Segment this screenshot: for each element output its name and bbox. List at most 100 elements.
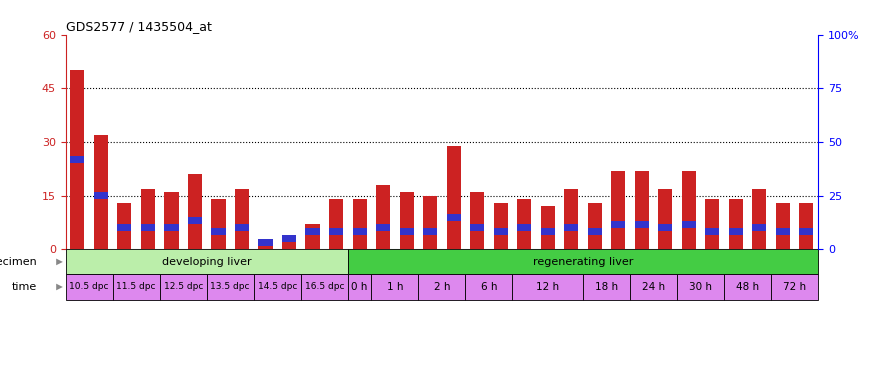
Bar bbox=[70, 70, 84, 249]
Text: 1 h: 1 h bbox=[387, 282, 403, 292]
Bar bbox=[583, 275, 630, 300]
Bar bbox=[634, 221, 649, 228]
Bar bbox=[800, 228, 814, 235]
Bar bbox=[212, 199, 226, 249]
Text: 30 h: 30 h bbox=[689, 282, 712, 292]
Text: 72 h: 72 h bbox=[783, 282, 806, 292]
Text: GDS2577 / 1435504_at: GDS2577 / 1435504_at bbox=[66, 20, 212, 33]
Bar bbox=[206, 275, 254, 300]
Bar bbox=[418, 275, 466, 300]
Text: 12 h: 12 h bbox=[536, 282, 559, 292]
Bar bbox=[353, 228, 367, 235]
Bar bbox=[376, 185, 390, 249]
Bar bbox=[729, 199, 743, 249]
Bar bbox=[611, 170, 626, 249]
Bar bbox=[541, 228, 555, 235]
Bar bbox=[541, 207, 555, 249]
Bar bbox=[564, 224, 578, 232]
Text: 13.5 dpc: 13.5 dpc bbox=[211, 283, 250, 291]
Bar bbox=[634, 170, 649, 249]
Bar bbox=[470, 192, 484, 249]
Bar bbox=[234, 224, 249, 232]
Bar bbox=[630, 275, 677, 300]
Bar bbox=[424, 228, 438, 235]
Bar bbox=[776, 203, 790, 249]
Text: 12.5 dpc: 12.5 dpc bbox=[164, 283, 203, 291]
Bar bbox=[776, 228, 790, 235]
Bar bbox=[771, 275, 818, 300]
Bar bbox=[658, 189, 672, 249]
Bar bbox=[752, 224, 766, 232]
Bar bbox=[305, 228, 319, 235]
Bar bbox=[493, 228, 507, 235]
Bar bbox=[800, 203, 814, 249]
Bar bbox=[470, 224, 484, 232]
Text: 18 h: 18 h bbox=[595, 282, 618, 292]
Text: 14.5 dpc: 14.5 dpc bbox=[257, 283, 297, 291]
Bar bbox=[258, 238, 273, 246]
Bar bbox=[446, 214, 461, 221]
Bar bbox=[513, 275, 583, 300]
Bar bbox=[282, 235, 296, 242]
Bar bbox=[188, 217, 202, 224]
Bar bbox=[424, 196, 438, 249]
Bar bbox=[466, 275, 513, 300]
Bar bbox=[70, 156, 84, 164]
Bar bbox=[329, 228, 343, 235]
Bar bbox=[329, 199, 343, 249]
Text: time: time bbox=[12, 282, 38, 292]
Bar bbox=[705, 228, 719, 235]
Bar bbox=[682, 221, 696, 228]
Bar bbox=[752, 189, 766, 249]
Bar bbox=[493, 203, 507, 249]
Text: developing liver: developing liver bbox=[162, 257, 251, 267]
Bar bbox=[113, 275, 160, 300]
Bar bbox=[348, 249, 818, 275]
Bar bbox=[446, 146, 461, 249]
Bar bbox=[724, 275, 771, 300]
Text: 11.5 dpc: 11.5 dpc bbox=[116, 283, 156, 291]
Bar bbox=[588, 228, 602, 235]
Bar bbox=[400, 228, 414, 235]
Bar bbox=[348, 275, 371, 300]
Bar bbox=[254, 275, 301, 300]
Bar bbox=[141, 189, 155, 249]
Bar bbox=[658, 224, 672, 232]
Bar bbox=[564, 189, 578, 249]
Bar bbox=[164, 224, 178, 232]
Bar bbox=[94, 135, 108, 249]
Bar bbox=[705, 199, 719, 249]
Bar bbox=[611, 221, 626, 228]
Bar bbox=[164, 192, 178, 249]
Bar bbox=[94, 192, 108, 199]
Bar bbox=[729, 228, 743, 235]
Bar bbox=[188, 174, 202, 249]
Text: 16.5 dpc: 16.5 dpc bbox=[304, 283, 344, 291]
Bar bbox=[682, 170, 696, 249]
Text: 0 h: 0 h bbox=[352, 282, 367, 292]
Bar bbox=[588, 203, 602, 249]
Bar bbox=[376, 224, 390, 232]
Bar bbox=[517, 199, 531, 249]
Text: 24 h: 24 h bbox=[642, 282, 665, 292]
Bar bbox=[400, 192, 414, 249]
Text: 10.5 dpc: 10.5 dpc bbox=[69, 283, 108, 291]
Bar bbox=[301, 275, 348, 300]
Bar bbox=[117, 224, 131, 232]
Bar bbox=[212, 228, 226, 235]
Bar bbox=[282, 242, 296, 249]
Bar bbox=[160, 275, 206, 300]
Bar bbox=[117, 203, 131, 249]
Bar bbox=[258, 242, 273, 249]
Text: 6 h: 6 h bbox=[480, 282, 497, 292]
Bar bbox=[517, 224, 531, 232]
Text: 48 h: 48 h bbox=[736, 282, 760, 292]
Bar bbox=[234, 189, 249, 249]
Bar bbox=[353, 199, 367, 249]
Bar bbox=[66, 275, 113, 300]
Text: 2 h: 2 h bbox=[434, 282, 450, 292]
Bar bbox=[141, 224, 155, 232]
Bar bbox=[371, 275, 418, 300]
Bar bbox=[305, 224, 319, 249]
Bar bbox=[66, 249, 348, 275]
